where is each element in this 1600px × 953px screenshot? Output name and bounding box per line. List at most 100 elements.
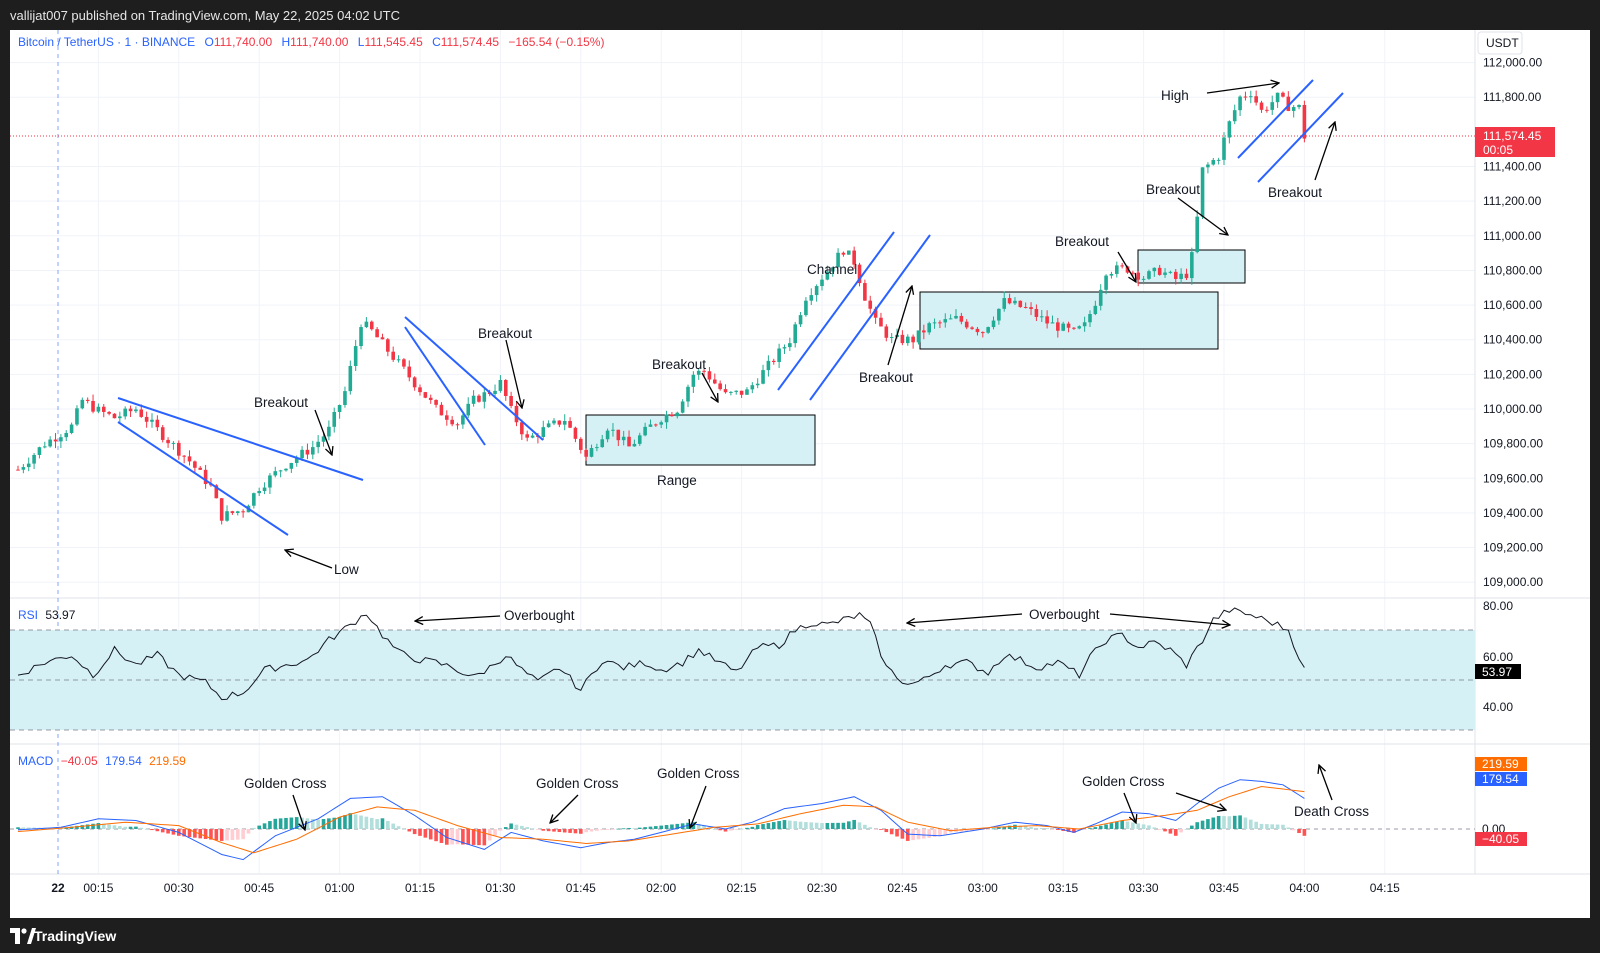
publish-info: vallijat007 published on TradingView.com… [10, 8, 400, 23]
candle-body [836, 252, 840, 268]
candle-body [1115, 265, 1119, 274]
candle-body [680, 401, 685, 413]
macd-histogram-bar [879, 829, 883, 830]
candle-body [112, 413, 117, 419]
time-axis-label: 02:15 [727, 881, 757, 895]
trendline-channel-lower[interactable] [809, 234, 931, 401]
candle-body [198, 467, 203, 470]
macd-histogram-bar [836, 822, 840, 829]
rsi-legend[interactable]: RSI 53.97 [18, 608, 76, 622]
macd-histogram-bar [863, 824, 867, 829]
time-axis[interactable]: 22 00:15 00:30 00:45 01:00 01:15 01:30 01:45 02:… [51, 881, 1400, 895]
macd-histogram-bar [150, 829, 154, 831]
macd-histogram-bar [1082, 829, 1087, 830]
macd-legend-hist: −40.05 [61, 754, 98, 768]
macd-histogram-bar [723, 829, 728, 832]
macd-histogram-bar [1072, 829, 1076, 833]
candle-body [321, 436, 326, 442]
candle-body [203, 469, 208, 485]
arrow-breakout-6 [1177, 197, 1228, 235]
tradingview-logo-icon [10, 928, 36, 944]
candle-body [562, 420, 567, 425]
macd-histogram-bar [91, 823, 95, 829]
trendline-wedge-upper[interactable] [117, 397, 364, 481]
macd-histogram-bar [1088, 828, 1092, 829]
candle-body [455, 424, 460, 426]
ohlc-high: 111,740.00 [290, 35, 349, 49]
candle-body [825, 271, 830, 280]
currency-button[interactable] [1477, 31, 1523, 55]
candle-body [166, 439, 170, 444]
candle-body [407, 366, 412, 378]
trendline-channel-upper[interactable] [777, 231, 895, 391]
symbol-name[interactable]: Bitcoin / TetherUS · 1 · BINANCE [18, 35, 195, 49]
arrow-breakout-4 [887, 286, 912, 366]
candle-body [477, 395, 481, 402]
macd-histogram-bar [134, 826, 138, 829]
candle-body [391, 351, 395, 360]
candle-body [252, 493, 256, 506]
price-axis-label: 110,800.00 [1483, 263, 1542, 277]
range-box-1[interactable] [585, 414, 816, 466]
candle-body [739, 390, 744, 395]
ohlc-open: 111,740.00 [214, 35, 273, 49]
candle-body [278, 470, 283, 472]
macd-histogram-bar [305, 818, 310, 829]
candle-body [327, 426, 331, 437]
time-axis-label: 00:45 [244, 881, 274, 895]
candle-body [1061, 323, 1065, 331]
candle-body [466, 403, 471, 416]
macd-histogram-bar [1179, 829, 1183, 833]
trendline-flag-lower[interactable] [404, 326, 486, 446]
range-box-2[interactable] [919, 291, 1219, 350]
candle-body [1163, 272, 1167, 275]
arrow-golden-cross-2 [550, 794, 579, 823]
macd-histogram-bar [235, 829, 240, 840]
trendline-channel2-lower[interactable] [1257, 92, 1344, 183]
candle-body [43, 446, 47, 448]
macd-histogram-bar [209, 829, 213, 840]
candle-body [300, 449, 304, 459]
time-axis-label: 02:45 [887, 881, 917, 895]
candle-body [386, 339, 390, 352]
candle-body [348, 365, 353, 392]
macd-value-badge [1475, 772, 1527, 786]
macd-histogram-bar [1195, 822, 1199, 829]
macd-histogram-bar [1007, 825, 1012, 829]
macd-histogram-bar [1173, 829, 1178, 836]
macd-histogram-bar [804, 822, 808, 829]
candle-body [696, 370, 701, 375]
chart-canvas[interactable]: Breakout Low Breakout Breakout Range Cha… [10, 30, 1590, 918]
rsi-axis-60: 60.00 [1483, 650, 1513, 664]
macd-histogram-bar [546, 829, 551, 832]
candle-body [546, 423, 551, 428]
trend-lines[interactable] [117, 79, 1344, 536]
trendline-flag-upper[interactable] [404, 316, 544, 441]
candle-body [1002, 298, 1007, 309]
macd-histogram-bar [1098, 825, 1103, 829]
candle-body [311, 447, 315, 455]
candle-body [847, 250, 851, 255]
macd-histogram-bar [273, 818, 278, 829]
macd-histogram-bar [509, 823, 513, 829]
candle-body [1286, 96, 1291, 111]
symbol-legend[interactable]: Bitcoin / TetherUS · 1 · BINANCE O111,74… [18, 35, 604, 49]
publish-bar: vallijat007 published on TradingView.com… [0, 0, 1600, 30]
candle-body [1109, 273, 1114, 276]
macd-histogram-bar [788, 820, 792, 829]
candle-body [616, 429, 621, 441]
candle-body [1243, 96, 1248, 98]
trendline-wedge-lower[interactable] [117, 421, 289, 536]
trendline-channel2-upper[interactable] [1237, 79, 1314, 159]
macd-histogram-bar [1222, 816, 1226, 829]
macd-histogram-bar [986, 829, 990, 830]
price-axis[interactable]: 112,000.00 111,800.00 111,400.00 111,200.00… [1483, 56, 1543, 590]
candle-body [1147, 271, 1151, 279]
candle-body [938, 322, 942, 324]
macd-legend[interactable]: MACD −40.05 179.54 219.59 [18, 754, 186, 768]
time-axis-label: 01:30 [485, 881, 515, 895]
macd-histogram-bar [203, 829, 208, 839]
candle-body [804, 300, 808, 316]
macd-histogram-bar [418, 829, 422, 836]
rsi-axis[interactable]: 80.00 60.00 40.00 [1483, 599, 1513, 714]
